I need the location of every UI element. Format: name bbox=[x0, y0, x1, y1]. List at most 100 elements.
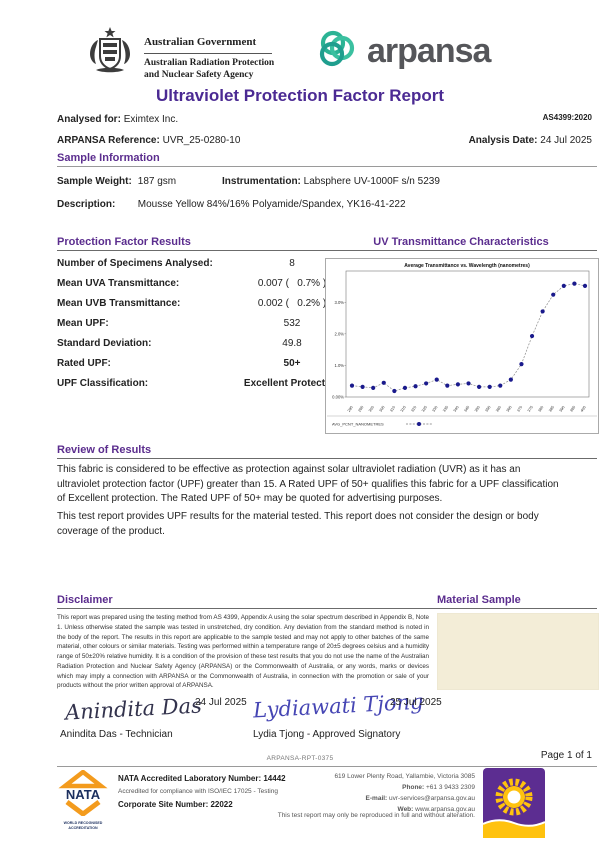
description-row: Description: Mousse Yellow 84%/16% Polya… bbox=[57, 199, 406, 210]
result-label: Mean UVB Transmittance: bbox=[57, 298, 181, 309]
nata-logo: NATA WORLD RECOGNISED ACCREDITATION bbox=[58, 769, 108, 830]
sample-information-rule bbox=[57, 166, 597, 167]
signature-anindita-script: Anindita Das bbox=[64, 693, 203, 725]
analysis-date-row: Analysis Date: 24 Jul 2025 bbox=[469, 135, 592, 146]
result-row: Mean UPF: 532 bbox=[57, 318, 387, 329]
sample-weight-label: Sample Weight: bbox=[57, 176, 132, 187]
svg-text:320: 320 bbox=[410, 405, 417, 412]
results-rule bbox=[57, 250, 597, 251]
arpansa-wordmark: arpansa bbox=[367, 32, 491, 70]
result-label: Rated UPF: bbox=[57, 358, 111, 369]
result-value: Excellent Protection bbox=[243, 378, 341, 389]
analysed-for-label: Analysed for: bbox=[57, 114, 121, 125]
svg-text:300: 300 bbox=[368, 405, 375, 412]
result-row: Standard Deviation: 49.8 bbox=[57, 338, 387, 349]
sun-logo bbox=[482, 768, 546, 843]
svg-text:305: 305 bbox=[379, 405, 386, 412]
sample-information-heading: Sample Information bbox=[57, 152, 160, 164]
result-value: 0.007 ( 0.7% ) bbox=[257, 278, 327, 289]
svg-text:330: 330 bbox=[432, 405, 439, 412]
review-rule bbox=[57, 458, 597, 459]
svg-text:395: 395 bbox=[569, 405, 576, 412]
result-label: Mean UVA Transmittance: bbox=[57, 278, 180, 289]
sample-weight-value: 187 gsm bbox=[137, 176, 177, 187]
reference-row: ARPANSA Reference: UVR_25-0280-10 bbox=[57, 135, 240, 146]
uv-transmittance-chart: Average Transmittance vs. Wavelength (na… bbox=[325, 258, 599, 434]
svg-text:290: 290 bbox=[347, 405, 354, 412]
svg-text:1.0%: 1.0% bbox=[334, 363, 344, 368]
arpansa-knot-icon bbox=[315, 26, 361, 77]
reference-label: ARPANSA Reference: bbox=[57, 135, 160, 146]
result-label: Mean UPF: bbox=[57, 318, 109, 329]
nata-caption-2: ACCREDITATION bbox=[68, 825, 98, 830]
svg-text:390: 390 bbox=[559, 405, 566, 412]
government-text-block: Australian Government Australian Radiati… bbox=[144, 26, 279, 82]
svg-text:Average Transmittance vs. Wave: Average Transmittance vs. Wavelength (na… bbox=[404, 263, 530, 269]
address-line: 619 Lower Plenty Road, Yallambie, Victor… bbox=[334, 773, 475, 780]
svg-text:295: 295 bbox=[357, 405, 364, 412]
results-heading: Protection Factor Results bbox=[57, 236, 191, 248]
sample-weight-row: Sample Weight: 187 gsm bbox=[57, 176, 176, 187]
nata-logo-icon: NATA bbox=[58, 769, 108, 818]
instrumentation-label: Instrumentation: bbox=[222, 176, 301, 187]
result-row: Number of Specimens Analysed: 8 bbox=[57, 258, 387, 269]
analysed-for-row: Analysed for: Eximtex Inc. bbox=[57, 114, 178, 125]
web-line: Web: www.arpansa.gov.au bbox=[275, 804, 475, 815]
svg-text:315: 315 bbox=[400, 405, 407, 412]
svg-text:0.00%: 0.00% bbox=[332, 395, 344, 400]
review-heading: Review of Results bbox=[57, 444, 152, 456]
svg-text:AVG_PCNT_NANOMETRES: AVG_PCNT_NANOMETRES bbox=[332, 422, 384, 427]
chart-heading: UV Transmittance Characteristics bbox=[373, 236, 549, 248]
analysis-date-value: 24 Jul 2025 bbox=[540, 135, 592, 146]
coat-of-arms-icon bbox=[86, 26, 134, 81]
analysis-date-label: Analysis Date: bbox=[468, 135, 538, 146]
svg-text:350: 350 bbox=[474, 405, 481, 412]
phone-label: Phone: bbox=[402, 784, 425, 792]
result-label: Number of Specimens Analysed: bbox=[57, 258, 213, 269]
disclaimer-text: This report was prepared using the testi… bbox=[57, 614, 429, 690]
result-value: 50+ bbox=[283, 358, 301, 369]
nata-caption-1: WORLD RECOGNISED bbox=[63, 821, 103, 825]
signature-anindita: Anindita Das bbox=[64, 693, 202, 724]
reference-value: UVR_25-0280-10 bbox=[162, 135, 241, 146]
review-paragraph-1: This fabric is considered to be effectiv… bbox=[57, 464, 559, 504]
result-row: Rated UPF: 50+ bbox=[57, 358, 387, 369]
result-row: Mean UVB Transmittance: 0.002 ( 0.2% ) bbox=[57, 298, 387, 309]
site-number-line: Corporate Site Number: 22022 bbox=[118, 800, 233, 809]
web-value[interactable]: www.arpansa.gov.au bbox=[415, 806, 475, 814]
result-row: Mean UVA Transmittance: 0.007 ( 0.7% ) bbox=[57, 278, 387, 289]
svg-text:355: 355 bbox=[485, 405, 492, 412]
svg-text:370: 370 bbox=[516, 405, 523, 412]
result-value: 8 bbox=[289, 258, 295, 269]
web-label: Web: bbox=[397, 806, 414, 814]
result-value: 532 bbox=[283, 318, 301, 329]
description-value: Mousse Yellow 84%/16% Polyamide/Spandex,… bbox=[137, 199, 406, 210]
svg-text:360: 360 bbox=[495, 405, 502, 412]
material-sample-swatch bbox=[437, 613, 599, 690]
uv-chart-svg: Average Transmittance vs. Wavelength (na… bbox=[327, 263, 597, 427]
email-value[interactable]: uvr-services@arpansa.gov.au bbox=[389, 795, 475, 803]
agency-name: Australian Radiation Protection and Nucl… bbox=[144, 58, 275, 80]
lockup-divider bbox=[144, 53, 272, 54]
page-title: Ultraviolet Protection Factor Report bbox=[155, 86, 445, 105]
disclaimer-rule bbox=[57, 608, 597, 609]
svg-text:2.0%: 2.0% bbox=[334, 331, 344, 336]
instrumentation-row: Instrumentation: Labsphere UV-1000F s/n … bbox=[222, 176, 440, 187]
svg-text:345: 345 bbox=[463, 405, 470, 412]
government-name: Australian Government bbox=[144, 36, 257, 48]
result-value: 49.8 bbox=[282, 338, 302, 349]
lab-number-line: NATA Accredited Laboratory Number: 14442 bbox=[118, 774, 286, 783]
description-label: Description: bbox=[57, 199, 116, 210]
signature-anindita-label: Anindita Das - Technician bbox=[60, 729, 173, 740]
svg-text:NATA: NATA bbox=[66, 787, 101, 802]
reproduction-note: This test report may only be reproduced … bbox=[277, 812, 475, 819]
svg-text:380: 380 bbox=[538, 405, 545, 412]
result-row: UPF Classification: Excellent Protection bbox=[57, 378, 387, 389]
page-number: Page 1 of 1 bbox=[540, 750, 592, 761]
email-line: E-mail: uvr-services@arpansa.gov.au bbox=[275, 793, 475, 804]
arpansa-logo: arpansa bbox=[315, 26, 491, 77]
result-label: Standard Deviation: bbox=[57, 338, 152, 349]
instrumentation-value: Labsphere UV-1000F s/n 5239 bbox=[303, 176, 440, 187]
phone-line: Phone: +61 3 9433 2309 bbox=[275, 782, 475, 793]
